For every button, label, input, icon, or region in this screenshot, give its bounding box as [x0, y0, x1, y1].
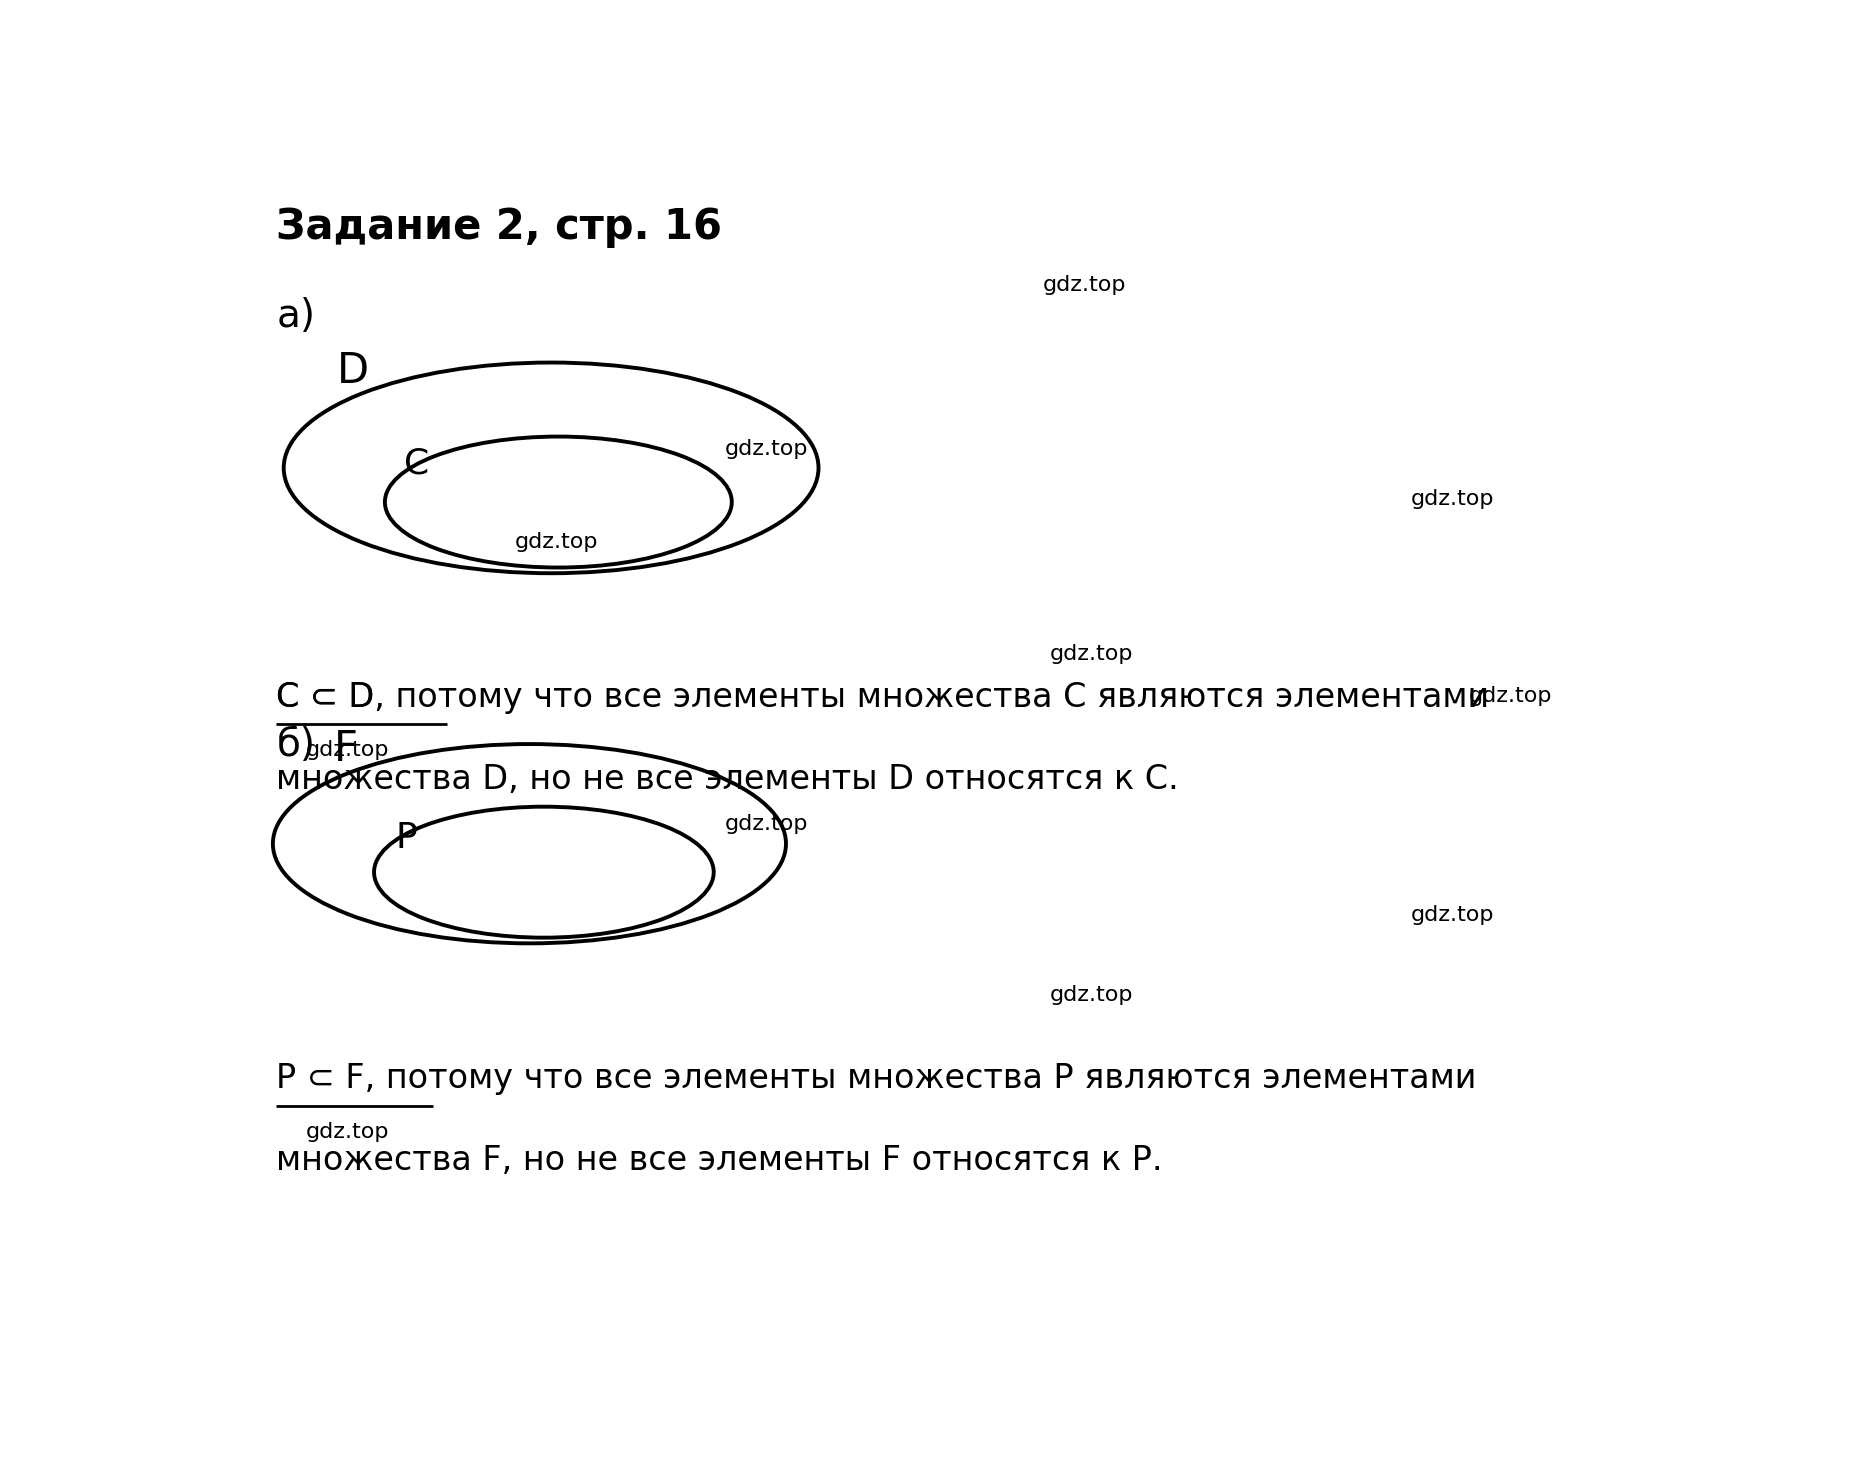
Text: gdz.top: gdz.top [1411, 905, 1493, 926]
Text: gdz.top: gdz.top [1042, 275, 1126, 294]
Text: C ⊂ D, потому что все элементы множества C являются элементами: C ⊂ D, потому что все элементы множества… [276, 680, 1489, 714]
Text: gdz.top: gdz.top [306, 741, 390, 760]
Text: F: F [334, 728, 358, 771]
Text: P ⊂ F, потому что все элементы множества P являются элементами: P ⊂ F, потому что все элементы множества… [276, 1062, 1476, 1096]
Text: gdz.top: gdz.top [1049, 985, 1133, 1006]
Text: gdz.top: gdz.top [723, 815, 807, 834]
Text: C ⊂ D: C ⊂ D [276, 680, 375, 714]
Text: gdz.top: gdz.top [306, 1121, 390, 1142]
Text: gdz.top: gdz.top [1469, 686, 1551, 705]
Text: gdz.top: gdz.top [1411, 488, 1493, 509]
Text: множества F, но не все элементы F относятся к Р.: множества F, но не все элементы F относя… [276, 1145, 1163, 1177]
Text: gdz.top: gdz.top [1049, 643, 1133, 664]
Text: D: D [337, 351, 369, 392]
Text: а): а) [276, 297, 315, 336]
Text: gdz.top: gdz.top [514, 532, 598, 552]
Text: б): б) [276, 726, 315, 765]
Text: множества D, но не все элементы D относятся к С.: множества D, но не все элементы D относя… [276, 763, 1178, 796]
Text: P: P [395, 821, 416, 855]
Text: gdz.top: gdz.top [723, 438, 807, 458]
Text: Задание 2, стр. 16: Задание 2, стр. 16 [276, 206, 721, 248]
Text: C: C [403, 447, 429, 481]
